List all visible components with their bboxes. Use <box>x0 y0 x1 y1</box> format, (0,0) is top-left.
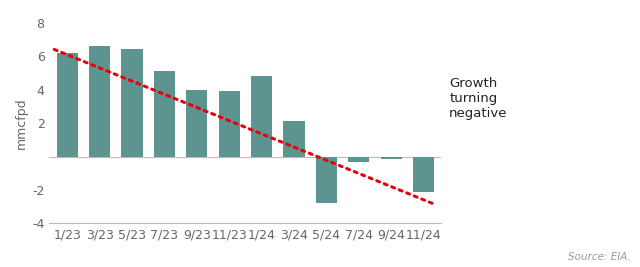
Bar <box>122 49 143 156</box>
Bar <box>381 156 402 159</box>
Bar <box>316 156 337 203</box>
Bar <box>413 156 434 192</box>
Bar <box>57 53 77 156</box>
Bar <box>284 121 305 156</box>
Bar <box>154 71 175 156</box>
Text: Growth
turning
negative: Growth turning negative <box>449 77 508 120</box>
Y-axis label: mmcfpd: mmcfpd <box>15 97 28 149</box>
Text: Source: EIA.: Source: EIA. <box>568 252 630 262</box>
Bar <box>348 156 369 162</box>
Bar <box>219 91 240 156</box>
Bar <box>251 76 272 156</box>
Bar <box>89 46 110 156</box>
Bar <box>186 90 207 156</box>
